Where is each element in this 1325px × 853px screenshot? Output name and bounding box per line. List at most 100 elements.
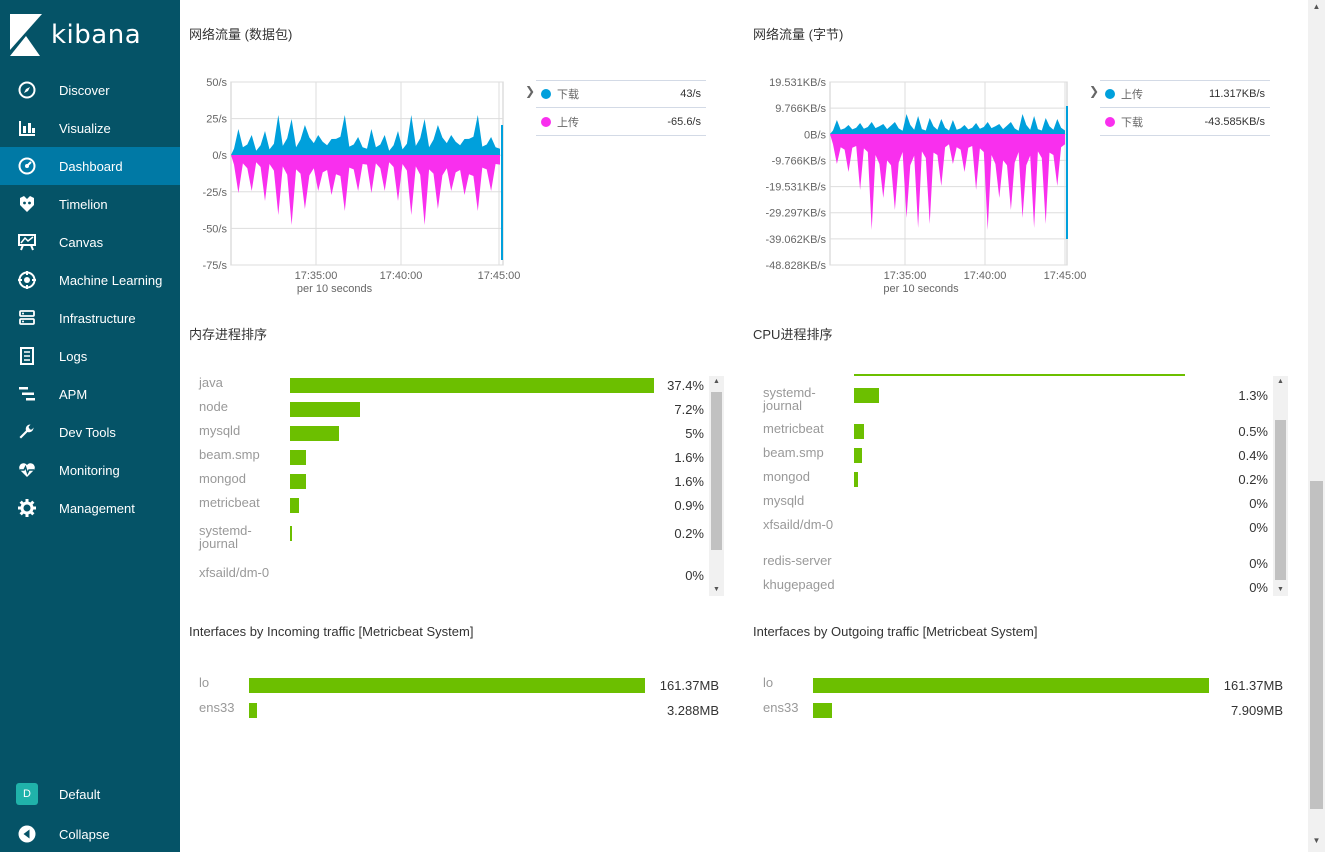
bar-row[interactable]: metricbeat 0.9%: [189, 494, 709, 518]
bar-value: 0.2%: [674, 526, 704, 541]
bar-label: lo: [199, 675, 210, 690]
sidebar-item-label: Infrastructure: [59, 310, 136, 326]
x-tick-label: 17:45:00: [478, 270, 521, 282]
bar-label: xfsaild/dm-0: [199, 565, 270, 580]
panel-title-cpu-rank: CPU进程排序: [753, 327, 833, 342]
legend-dot-icon: [541, 116, 551, 127]
sidebar-item-apm[interactable]: APM: [0, 375, 180, 413]
sidebar-item-management[interactable]: Management: [0, 489, 180, 527]
legend-item[interactable]: 下载 43/s: [536, 80, 706, 108]
bar-row[interactable]: ens33 3.288MB: [189, 699, 725, 724]
bar-label: mongod: [763, 469, 810, 484]
bar-row[interactable]: systemd-journal 0.2%: [189, 522, 709, 550]
bar-label: systemd-journal: [763, 385, 816, 413]
bar-fill: [290, 450, 306, 465]
panel-title-if-in: Interfaces by Incoming traffic [Metricbe…: [189, 624, 474, 639]
collapse-label: Collapse: [59, 826, 110, 842]
sidebar-item-logs[interactable]: Logs: [0, 337, 180, 375]
bar-label: redis-server: [763, 553, 832, 568]
sidebar-item-visualize[interactable]: Visualize: [0, 109, 180, 147]
bar-value: 0%: [685, 568, 704, 583]
scroll-up-icon[interactable]: ▲: [1277, 378, 1284, 385]
bar-value: 1.3%: [1238, 388, 1268, 403]
sidebar-item-infrastructure[interactable]: Infrastructure: [0, 299, 180, 337]
plot-frame: [829, 81, 1068, 266]
bar-fill: [854, 448, 862, 463]
sidebar-item-label: Logs: [59, 348, 88, 364]
bar-row[interactable]: xfsaild/dm-0 0%: [753, 516, 1273, 540]
bar-row[interactable]: beam.smp 1.6%: [189, 446, 709, 470]
legend-toggle-icon[interactable]: ❯: [1089, 84, 1100, 98]
bar-row[interactable]: metricbeat 0.5%: [753, 420, 1273, 444]
scroll-thumb[interactable]: [1275, 420, 1286, 580]
collapse-icon: [18, 825, 36, 843]
bar-label: mysqld: [199, 423, 241, 438]
bar-row[interactable]: java 37.4%: [189, 374, 709, 398]
apm-icon: [18, 385, 36, 403]
bar-label: metricbeat: [199, 495, 260, 510]
cpu-rank-list: systemd-journal 1.3% metricbeat 0.5% beam.sm…: [753, 362, 1273, 596]
sidebar-item-label: Timelion: [59, 196, 108, 212]
kibana-logo[interactable]: kibana: [10, 14, 141, 56]
y-tick-label: 19.531KB/s: [769, 77, 826, 89]
bar-row[interactable]: mongod 1.6%: [189, 470, 709, 494]
scroll-thumb[interactable]: [711, 392, 722, 550]
series-area-pink: [231, 155, 500, 225]
bar-value: 37.4%: [667, 378, 704, 393]
bar-fill: [249, 678, 645, 693]
bar-label: systemd-journal: [199, 523, 252, 551]
bar-label: lo: [763, 675, 774, 690]
collapse-button[interactable]: Collapse: [0, 815, 180, 853]
y-tick-label: -75/s: [203, 260, 228, 272]
sidebar-item-machine-learning[interactable]: Machine Learning: [0, 261, 180, 299]
page-scrollbar[interactable]: ▲ ▼: [1308, 0, 1325, 852]
y-tick-label: -19.531KB/s: [765, 182, 826, 194]
mem-rank-scrollbar[interactable]: ▲ ▼: [709, 376, 724, 596]
legend-item[interactable]: 上传 -65.6/s: [536, 108, 706, 136]
bar-fill: [290, 526, 292, 541]
bar-value: 7.909MB: [1230, 703, 1283, 718]
bar-row[interactable]: mysqld 0%: [753, 492, 1273, 516]
dashboard-icon: [18, 157, 36, 175]
bar-value: 5%: [685, 426, 704, 441]
bar-row[interactable]: khugepaged 0%: [753, 576, 1273, 596]
sidebar-item-canvas[interactable]: Canvas: [0, 223, 180, 261]
sidebar-item-discover[interactable]: Discover: [0, 71, 180, 109]
sidebar-item-dev-tools[interactable]: Dev Tools: [0, 413, 180, 451]
scroll-up-icon[interactable]: ▲: [713, 378, 720, 385]
space-selector[interactable]: D Default: [0, 775, 180, 813]
scroll-up-icon[interactable]: ▲: [1312, 2, 1321, 11]
bar-value: 0%: [1249, 496, 1268, 511]
y-tick-label: -9.766KB/s: [772, 155, 827, 167]
bar-value: 0.5%: [1238, 424, 1268, 439]
legend-item[interactable]: 下载 -43.585KB/s: [1100, 108, 1270, 136]
bar-row[interactable]: mongod 0.2%: [753, 468, 1273, 492]
bar-row[interactable]: node 7.2%: [189, 398, 709, 422]
gear-icon: [18, 499, 36, 517]
bar-row[interactable]: beam.smp 0.4%: [753, 444, 1273, 468]
scroll-down-icon[interactable]: ▼: [713, 586, 720, 593]
sidebar-item-timelion[interactable]: Timelion: [0, 185, 180, 223]
legend-name: 下载: [557, 89, 579, 101]
bar-row[interactable]: redis-server 0%: [753, 552, 1273, 576]
cpu-rank-scrollbar[interactable]: ▲ ▼: [1273, 376, 1288, 596]
bar-row[interactable]: systemd-journal 1.3%: [753, 384, 1273, 412]
bar-row[interactable]: lo 161.37MB: [753, 674, 1289, 699]
sidebar-item-dashboard[interactable]: Dashboard: [0, 147, 180, 185]
bar-fill: [813, 703, 833, 718]
bar-row[interactable]: xfsaild/dm-0 0%: [189, 564, 709, 588]
bar-row[interactable]: lo 161.37MB: [189, 674, 725, 699]
packets-chart[interactable]: 50/s 25/s 0/s -25/s -50/s -75/s 17:35:00 17:40:…: [180, 0, 740, 300]
bar-fill: [290, 426, 339, 441]
scroll-down-icon[interactable]: ▼: [1277, 586, 1284, 593]
page-scroll-thumb[interactable]: [1310, 481, 1323, 809]
bar-label: ens33: [763, 700, 799, 715]
legend-item[interactable]: 上传 11.317KB/s: [1100, 80, 1270, 108]
bar-value: 0%: [1249, 580, 1268, 595]
sidebar-item-monitoring[interactable]: Monitoring: [0, 451, 180, 489]
bar-row[interactable]: ens33 7.909MB: [753, 699, 1289, 724]
bar-row[interactable]: mysqld 5%: [189, 422, 709, 446]
cut-off-bar: [854, 374, 1185, 376]
legend-toggle-icon[interactable]: ❯: [525, 84, 536, 98]
scroll-down-icon[interactable]: ▼: [1312, 836, 1321, 845]
